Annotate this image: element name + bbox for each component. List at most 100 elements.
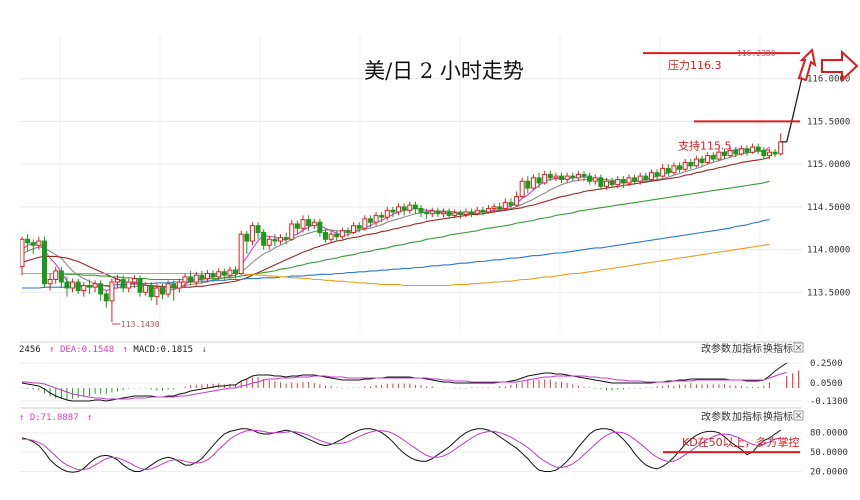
macd-switch-indicator-button[interactable]: 换指标: [763, 342, 793, 355]
candle-body: [710, 155, 716, 160]
candle-body: [559, 175, 565, 181]
candle-body: [328, 233, 334, 240]
candle-body: [25, 238, 31, 244]
candle-body: [64, 281, 70, 289]
candle-body: [47, 278, 53, 285]
candle-body: [688, 161, 694, 167]
candle-body: [570, 175, 576, 179]
candle-body: [514, 196, 520, 206]
candle-body: [615, 179, 621, 186]
main-y-ticks: 113.5000 114.0000 114.5000 115.0000 115.5000…: [807, 75, 850, 299]
candle-body: [396, 206, 402, 213]
main-y-tick-label: 114.0000: [807, 246, 850, 256]
candle-body: [755, 146, 761, 151]
candle-body: [772, 151, 778, 155]
candle-body: [469, 211, 475, 215]
candle-body: [412, 204, 418, 210]
candle-body: [733, 149, 739, 155]
candle-body: [452, 212, 458, 216]
candle-body: [30, 242, 36, 246]
candle-body: [587, 175, 593, 182]
macd-change-params-button[interactable]: 改参数: [701, 342, 731, 355]
candle-body: [244, 233, 250, 242]
candle-body: [53, 270, 59, 280]
candle-body: [373, 214, 379, 223]
macd-y-tick-label: 0.0500: [810, 379, 843, 389]
candle-body: [272, 238, 278, 242]
candle-body: [120, 278, 126, 289]
candle-body: [480, 209, 486, 213]
kd-switch-indicator-button[interactable]: 换指标: [763, 410, 793, 423]
dea-up-icon: ↑: [49, 345, 54, 355]
candle-body: [278, 237, 284, 242]
macd-y-tick-label: 0.2500: [810, 359, 843, 369]
candle-body: [699, 158, 705, 163]
candlesticks: [20, 74, 802, 323]
candle-body: [502, 202, 508, 210]
candle-body: [693, 158, 699, 167]
macd-up-icon: ↑: [123, 345, 128, 355]
main-y-tick-label: 116.0000: [807, 75, 850, 85]
candle-body: [238, 233, 244, 274]
kd-add-indicator-button[interactable]: 加指标: [732, 410, 762, 423]
candle-body: [401, 206, 407, 211]
ma-line-ma160: [22, 243, 770, 287]
candle-body: [677, 165, 683, 170]
candle-body: [474, 209, 480, 215]
candle-body: [766, 151, 772, 157]
candle-body: [199, 274, 205, 280]
candle-body: [722, 151, 727, 157]
candle-body: [81, 284, 87, 292]
candle-body: [58, 270, 64, 283]
candle-body: [671, 165, 677, 174]
candle-body: [407, 204, 413, 211]
chart-title: 美/日 2 小时走势: [364, 59, 524, 83]
candle-body: [86, 284, 92, 288]
candle-body: [738, 148, 744, 155]
candle-body: [637, 175, 643, 182]
kd-y-tick-label: 50.0000: [810, 448, 848, 458]
candle-body: [317, 221, 323, 233]
candle-body: [525, 180, 531, 189]
candle-body: [154, 287, 160, 298]
candle-body: [519, 180, 525, 198]
candle-body: [233, 269, 239, 274]
candle-body: [261, 231, 267, 246]
candle-body: [536, 177, 542, 184]
macd-close-icon[interactable]: [793, 342, 804, 353]
candle-body: [598, 177, 604, 187]
candle-body: [660, 167, 666, 177]
candle-body: [547, 173, 553, 179]
candle-body: [632, 177, 638, 182]
macd-down-icon: ↓: [201, 345, 206, 355]
kd-d-line: [22, 429, 781, 471]
kd-d-value: D:71.8887: [30, 413, 79, 423]
kd-y-ticks: 80.0000 50.0000 20.0000: [810, 429, 848, 478]
candle-body: [592, 177, 598, 182]
candle-body: [750, 146, 756, 153]
kd-lines: [21, 428, 781, 473]
candle-body: [176, 281, 182, 289]
candle-body: [716, 151, 722, 160]
candle-body: [216, 271, 222, 278]
candle-body: [165, 283, 171, 295]
kd-close-icon[interactable]: [793, 410, 804, 421]
macd-y-tick-label: -0.1300: [810, 397, 848, 407]
kd-up-icon-2: ↑: [87, 413, 92, 423]
candle-body: [648, 172, 654, 181]
macd-grid: [20, 362, 802, 402]
macd-lines: [21, 362, 787, 402]
right-arrow-icon: [821, 49, 859, 83]
candle-body: [620, 179, 626, 184]
macd-add-indicator-button[interactable]: 加指标: [732, 342, 762, 355]
candle-body: [351, 225, 357, 233]
candle-body: [778, 141, 784, 155]
candle-body: [103, 293, 109, 302]
kd-k-line: [21, 428, 781, 473]
kd-change-params-button[interactable]: 改参数: [701, 410, 731, 423]
kd-note: KD在50以上，多方掌控: [682, 435, 800, 449]
candle-body: [418, 208, 424, 213]
candle-body: [160, 287, 165, 295]
macd-y-ticks: 0.2500 0.0500 -0.1300: [810, 359, 848, 407]
